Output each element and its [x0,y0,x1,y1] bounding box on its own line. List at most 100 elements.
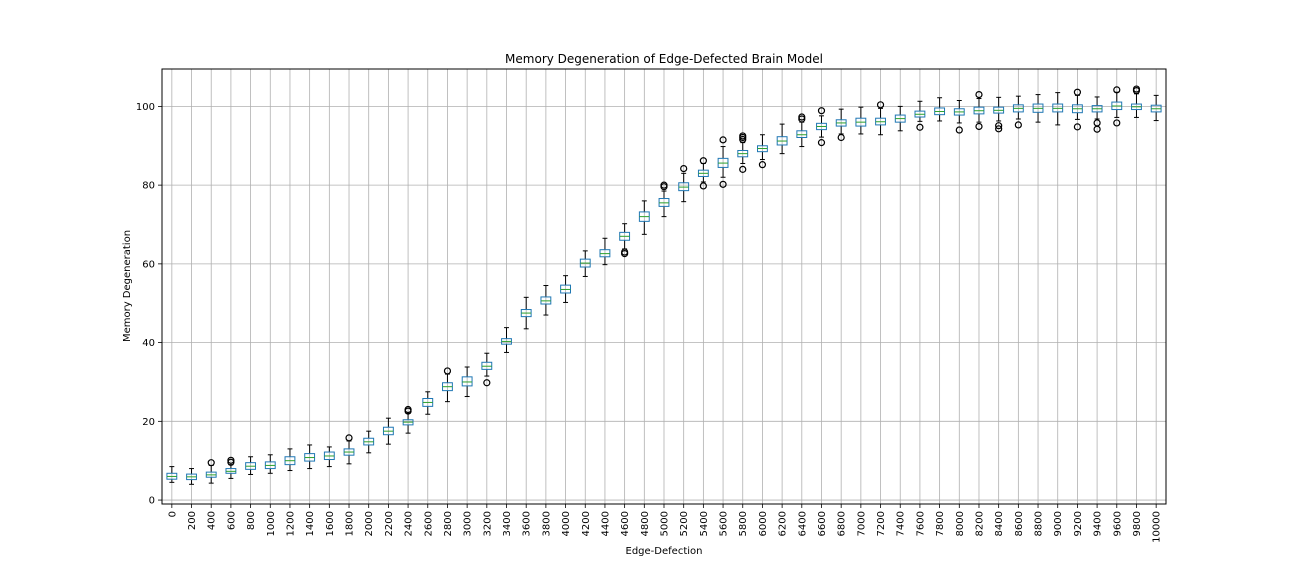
x-tick-label: 6800 [837,511,848,536]
x-tick-label: 0 [167,511,178,517]
box-group [579,250,591,277]
x-tick-label: 1800 [345,511,356,536]
x-tick-label: 400 [207,511,218,530]
x-tick-label: 6000 [758,511,769,536]
x-tick-label: 4200 [581,511,592,536]
box-group [323,446,335,468]
outlier-point [1113,119,1121,127]
x-tick-label: 8000 [955,511,966,536]
y-axis-label: Memory Degeneration [122,230,133,342]
box-group [461,366,473,398]
x-tick-label: 7200 [876,511,887,536]
x-tick-label: 7800 [935,511,946,536]
outlier-point [1014,121,1022,129]
box-group [481,352,493,387]
outlier-point [680,164,688,173]
y-axis: 0 20 40 60 80 100 [136,102,162,507]
box-group [264,454,276,474]
outlier-point [739,165,747,173]
chart-title: Memory Degeneration of Edge-Defected Bra… [505,52,823,66]
outlier-point [227,456,235,464]
y-tick-label: 60 [142,259,155,270]
outlier-point [699,157,707,165]
x-tick-label: 5600 [719,511,730,536]
x-tick-label: 8200 [974,511,985,536]
x-tick-label: 1000 [266,511,277,536]
x-tick-label: 800 [246,511,257,530]
x-tick-label: 7000 [856,511,867,536]
x-tick-label: 8600 [1014,511,1025,536]
x-tick-label: 3200 [482,511,493,536]
outlier-point [758,161,767,169]
box-group [442,367,453,403]
x-tick-label: 2800 [443,511,454,536]
box-group [422,391,434,415]
box-iqr [461,376,473,387]
outlier-point [955,126,963,134]
box-group [796,113,808,148]
x-axis: 0 200 400 600 800 1000 1200 1400 1600 1800 2000 220… [167,504,1163,543]
box-group [697,157,709,190]
box-group [225,456,237,479]
box-group [638,200,650,235]
x-tick-label: 9000 [1053,511,1064,536]
outlier-point [621,248,629,256]
box-group [245,456,257,475]
box-group [402,405,414,434]
x-tick-label: 1400 [305,511,316,536]
x-tick-label: 6400 [797,511,808,536]
outlier-point [817,139,826,147]
outlier-point [443,367,452,375]
x-tick-label: 5800 [738,511,749,536]
box-group [757,134,768,169]
box-group [1131,85,1142,118]
box-group [343,434,355,465]
x-tick-label: 9200 [1073,511,1084,536]
x-tick-label: 4400 [600,511,611,536]
box-group [382,417,394,445]
box-group [284,448,296,472]
outlier-point [739,132,747,140]
outlier-point [207,459,215,467]
y-tick-label: 80 [142,181,155,192]
box-group [816,107,827,147]
x-tick-label: 8800 [1034,511,1045,536]
outlier-point [798,113,806,121]
outlier-point [483,379,491,387]
outlier-point [345,434,353,442]
x-tick-label: 6200 [778,511,789,536]
box-group [166,466,178,483]
box-group [1091,96,1103,133]
box-group [875,101,886,136]
outlier-point [1113,86,1121,94]
box-group [540,285,552,316]
x-tick-label: 9400 [1093,511,1104,536]
box-group [619,223,631,258]
x-tick-label: 9600 [1112,511,1123,536]
box-group [973,90,985,131]
x-tick-label: 2200 [384,511,395,536]
outlier-point [660,181,668,189]
box-group [1032,94,1044,123]
y-tick-label: 100 [136,102,155,113]
x-tick-label: 3400 [502,511,513,536]
x-tick-label: 600 [226,511,237,530]
x-tick-label: 5000 [660,511,671,536]
x-tick-label: 8400 [994,511,1005,536]
outlier-point [719,180,727,188]
box-group [186,468,197,485]
outlier-point [719,136,727,144]
y-tick-label: 40 [142,338,155,349]
box-group [363,430,375,454]
y-tick-label: 20 [142,417,155,428]
outlier-point [404,405,412,414]
box-group [737,132,749,173]
box-iqr [796,130,808,138]
x-tick-label: 1600 [325,511,336,536]
x-tick-label: 3800 [541,511,552,536]
x-tick-label: 5200 [679,511,690,536]
x-tick-label: 3000 [463,511,474,536]
box-group [1071,88,1083,131]
y-tick-label: 0 [149,496,155,507]
